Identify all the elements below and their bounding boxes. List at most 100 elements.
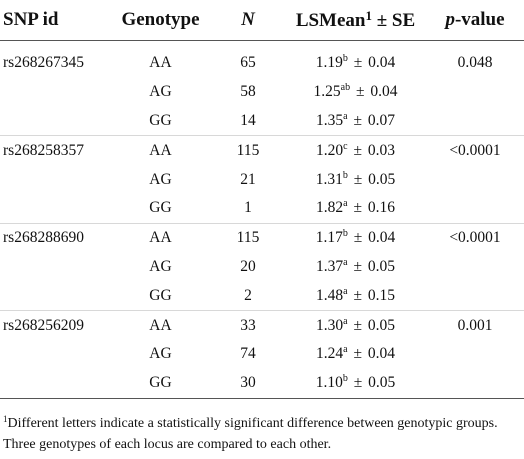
lsmean-cell: 1.20c ± 0.03: [288, 136, 423, 165]
snp-id-cell: rs268258357: [3, 141, 84, 159]
standard-error-value: 0.15: [367, 286, 395, 304]
p-value-cell: 0.001: [457, 316, 493, 334]
table-row: GG 1 1.82a ± 0.16: [0, 193, 524, 224]
lsmean-value: 1.17: [315, 229, 343, 247]
lsmean-cell: 1.10b ± 0.05: [288, 368, 423, 399]
p-value-cell: 0.048: [457, 54, 493, 72]
p-value-cell: [423, 106, 524, 137]
p-value-cell: <0.0001: [449, 229, 501, 247]
lsmean-cell: 1.24a ± 0.04: [288, 340, 423, 369]
significance-letter: b: [342, 373, 348, 385]
table-row: rs268256209 AA 33 1.30a ± 0.05 0.001: [0, 311, 524, 340]
header-p-italic: p: [445, 9, 455, 30]
lsmean-cell: 1.30a ± 0.05: [288, 311, 423, 340]
standard-error-value: 0.07: [367, 111, 395, 129]
genotype-cell: GG: [113, 368, 208, 399]
genotype-cell: AA: [149, 54, 172, 72]
lsmean-value: 1.48: [316, 286, 344, 304]
lsmean-value: 1.30: [316, 316, 344, 334]
standard-error-value: 0.05: [368, 170, 396, 188]
n-cell: 2: [208, 281, 288, 312]
table-row: rs268288690 AA 115 1.17b ± 0.04 <0.0001: [0, 223, 524, 252]
table-row: AG 58 1.25ab ± 0.04: [0, 78, 524, 107]
significance-letter: b: [342, 53, 348, 65]
lsmean-value: 1.10: [315, 374, 343, 392]
snp-id-cell: rs268267345: [3, 54, 84, 72]
header-row: SNP id Genotype N LSMean1 ± SE p-value: [0, 0, 524, 41]
table-row: AG 21 1.31b ± 0.05: [0, 165, 524, 194]
n-cell: 20: [240, 257, 256, 275]
n-cell: 74: [240, 345, 256, 363]
snp-id-cell: rs268256209: [3, 316, 84, 334]
p-value-cell: [423, 78, 524, 107]
significance-letter: a: [343, 256, 348, 268]
lsmean-cell: 1.37a ± 0.05: [288, 253, 423, 282]
header-genotype: Genotype: [113, 0, 208, 41]
n-cell: 1: [208, 193, 288, 224]
plus-minus-symbol: ±: [353, 257, 362, 275]
snp-genotype-table: SNP id Genotype N LSMean1 ± SE p-value r…: [0, 0, 524, 399]
lsmean-value: 1.37: [316, 257, 344, 275]
lsmean-value: 1.20: [316, 141, 344, 159]
header-lsmean: LSMean1 ± SE: [288, 0, 423, 41]
table-footnote: 1Different letters indicate a statistica…: [3, 413, 519, 455]
genotype-cell: AG: [149, 83, 172, 101]
standard-error-value: 0.04: [368, 229, 396, 247]
header-snp-id: SNP id: [0, 0, 113, 41]
table-row: rs268258357 AA 115 1.20c ± 0.03 <0.0001: [0, 136, 524, 165]
snp-id-cell: [0, 193, 113, 224]
snp-id-cell: [0, 106, 113, 137]
n-cell: 65: [240, 54, 256, 72]
significance-letter: a: [343, 285, 348, 297]
lsmean-cell: 1.25ab ± 0.04: [288, 78, 423, 107]
footnote-text: Different letters indicate a statistical…: [3, 416, 498, 452]
table-header: SNP id Genotype N LSMean1 ± SE p-value: [0, 0, 524, 41]
standard-error-value: 0.04: [367, 345, 395, 363]
header-lsmean-se: ± SE: [372, 10, 416, 31]
significance-letter: a: [343, 344, 348, 356]
genotype-cell: AA: [149, 141, 172, 159]
genotype-cell: AA: [149, 229, 172, 247]
plus-minus-symbol: ±: [353, 141, 362, 159]
n-cell: 14: [208, 106, 288, 137]
snp-id-cell: [0, 253, 113, 282]
lsmean-value: 1.82: [316, 199, 344, 217]
header-n: N: [208, 0, 288, 41]
lsmean-value: 1.25: [313, 83, 341, 101]
p-value-cell: [423, 281, 524, 312]
plus-minus-symbol: ±: [353, 199, 362, 217]
genotype-cell: AG: [149, 345, 172, 363]
genotype-cell: AA: [149, 316, 172, 334]
n-cell: 33: [240, 316, 256, 334]
header-p-suffix: -value: [454, 9, 505, 30]
n-cell: 115: [236, 141, 260, 159]
plus-minus-symbol: ±: [353, 345, 362, 363]
standard-error-value: 0.05: [367, 316, 395, 334]
standard-error-value: 0.04: [368, 54, 396, 72]
genotype-cell: GG: [113, 281, 208, 312]
plus-minus-symbol: ±: [353, 316, 362, 334]
snp-id-cell: rs268288690: [3, 229, 84, 247]
lsmean-cell: 1.48a ± 0.15: [288, 281, 423, 312]
genotype-cell: GG: [113, 106, 208, 137]
significance-letter: a: [343, 315, 348, 327]
plus-minus-symbol: ±: [355, 83, 365, 101]
table-row: GG 30 1.10b ± 0.05: [0, 368, 524, 399]
table-body: rs268267345 AA 65 1.19b ± 0.04 0.048 AG 58 1.25…: [0, 41, 524, 399]
snp-id-cell: [0, 368, 113, 399]
snp-id-cell: [0, 340, 113, 369]
p-value-cell: [423, 165, 524, 194]
standard-error-value: 0.05: [368, 374, 396, 392]
significance-letter: b: [342, 169, 348, 181]
plus-minus-symbol: ±: [353, 54, 363, 72]
table-row: AG 20 1.37a ± 0.05: [0, 253, 524, 282]
genotype-cell: GG: [113, 193, 208, 224]
lsmean-cell: 1.31b ± 0.05: [288, 165, 423, 194]
snp-id-cell: [0, 165, 113, 194]
snp-id-cell: [0, 78, 113, 107]
n-cell: 21: [240, 170, 256, 188]
standard-error-value: 0.05: [367, 257, 395, 275]
significance-letter: a: [343, 198, 348, 210]
plus-minus-symbol: ±: [353, 170, 363, 188]
